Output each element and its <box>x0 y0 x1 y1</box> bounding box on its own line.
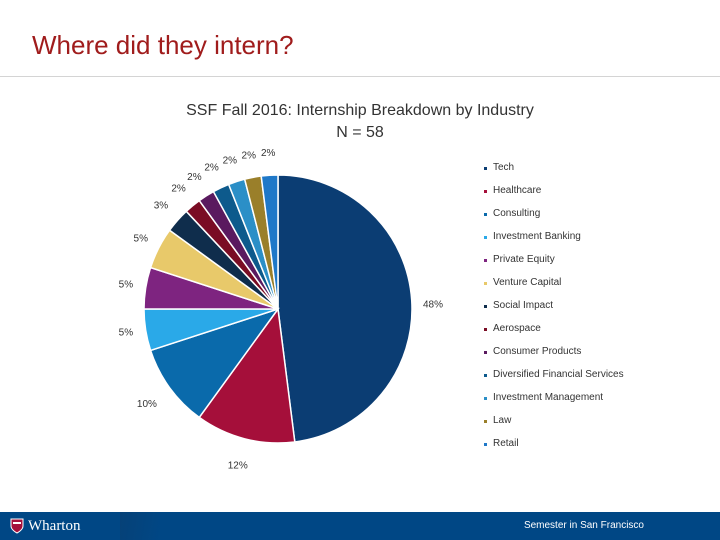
slice-label: 48% <box>423 300 443 311</box>
slice-label: 5% <box>119 280 134 291</box>
pie-slice <box>277 174 413 443</box>
legend-item: Investment Management <box>484 392 624 415</box>
legend-item: Healthcare <box>484 185 624 208</box>
legend-item: Tech <box>484 162 624 185</box>
legend-label: Aerospace <box>493 323 541 334</box>
wharton-logo[interactable]: Wharton <box>10 517 80 535</box>
legend-label: Investment Banking <box>493 231 581 242</box>
legend-item: Retail <box>484 438 624 461</box>
shield-icon <box>10 518 24 534</box>
legend-swatch <box>484 374 487 377</box>
legend-label: Social Impact <box>493 300 554 311</box>
legend-item: Venture Capital <box>484 277 624 300</box>
legend-swatch <box>484 236 487 239</box>
pie-slice <box>260 174 279 310</box>
legend-item: Private Equity <box>484 254 624 277</box>
slice-label: 2% <box>204 162 219 173</box>
legend-label: Diversified Financial Services <box>493 369 624 380</box>
legend-swatch <box>484 443 487 446</box>
legend-label: Tech <box>493 162 515 173</box>
legend-label: Law <box>493 415 512 426</box>
legend-item: Aerospace <box>484 323 624 346</box>
chart-title: SSF Fall 2016: Internship Breakdown by I… <box>186 102 534 119</box>
legend-label: Healthcare <box>493 185 542 196</box>
legend-swatch <box>484 282 487 285</box>
legend-label: Consumer Products <box>493 346 582 357</box>
slice-label: 12% <box>228 461 248 472</box>
legend-item: Consumer Products <box>484 346 624 369</box>
title-divider <box>0 76 720 77</box>
pie-slice <box>149 307 280 419</box>
legend-label: Consulting <box>493 208 541 219</box>
legend-item: Consulting <box>484 208 624 231</box>
legend-label: Investment Management <box>493 392 604 403</box>
legend-label: Retail <box>493 438 519 449</box>
legend-item: Investment Banking <box>484 231 624 254</box>
slice-label: 2% <box>242 150 257 161</box>
slice-label: 2% <box>187 172 202 183</box>
footer-bar: Wharton Semester in San Francisco <box>0 512 720 540</box>
slice-label: 2% <box>261 148 276 159</box>
legend-item: Law <box>484 415 624 438</box>
legend-item: Diversified Financial Services <box>484 369 624 392</box>
chart-subtitle: N = 58 <box>336 124 384 141</box>
slice-label: 2% <box>171 183 186 194</box>
slice-label: 3% <box>154 200 169 211</box>
slide-title: Where did they intern? <box>32 30 294 60</box>
chart-legend: Tech Healthcare Consulting Investment Banki… <box>484 162 624 461</box>
legend-label: Private Equity <box>493 254 555 265</box>
slice-label: 2% <box>223 155 238 166</box>
legend-swatch <box>484 397 487 400</box>
legend-label: Venture Capital <box>493 277 562 288</box>
footer-accent <box>120 512 160 540</box>
logo-text: Wharton <box>28 517 81 534</box>
legend-swatch <box>484 167 487 170</box>
chart-title-block: SSF Fall 2016: Internship Breakdown by I… <box>140 100 580 144</box>
legend-swatch <box>484 190 487 193</box>
legend-swatch <box>484 420 487 423</box>
pie-slice <box>198 307 296 444</box>
slice-label: 5% <box>134 234 149 245</box>
legend-swatch <box>484 259 487 262</box>
footer-caption: Semester in San Francisco <box>523 520 644 531</box>
slice-label: 10% <box>137 399 157 410</box>
legend-swatch <box>484 328 487 331</box>
legend-item: Social Impact <box>484 300 624 323</box>
slice-label: 5% <box>119 328 134 339</box>
legend-swatch <box>484 351 487 354</box>
legend-swatch <box>484 213 487 216</box>
legend-swatch <box>484 305 487 308</box>
